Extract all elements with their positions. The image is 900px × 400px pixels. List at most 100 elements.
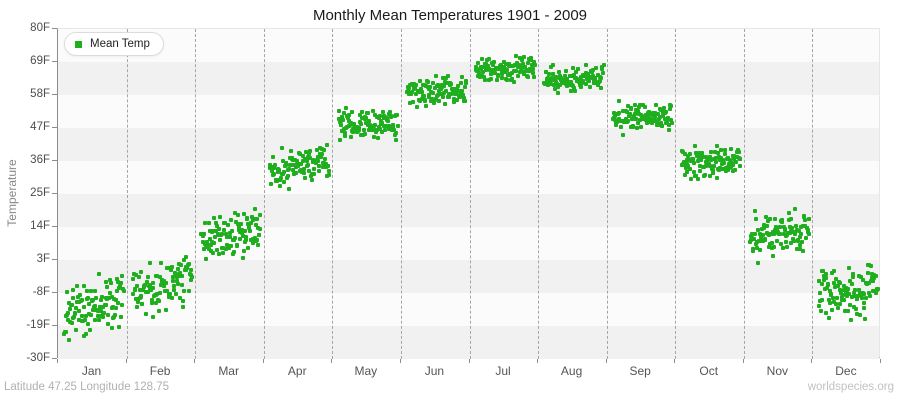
data-point [458,92,463,97]
data-point [766,245,771,249]
data-point [246,223,251,228]
data-point [816,279,821,283]
data-point [842,308,847,313]
data-point [858,292,863,297]
data-point [753,216,758,221]
data-point [242,229,247,233]
data-point [341,111,346,116]
data-point [362,128,366,133]
data-point [750,232,755,237]
data-point [799,232,804,237]
data-point [504,67,509,72]
data-point [189,268,194,273]
data-point [681,162,686,167]
data-point [115,301,120,306]
data-point [839,295,844,300]
data-point [841,297,846,302]
data-point [526,74,531,79]
data-point [845,286,850,291]
data-point [599,76,604,81]
data-point [439,87,444,92]
data-point [322,156,327,161]
data-point [560,81,565,86]
data-point [217,252,222,257]
data-point [636,112,641,117]
data-point [207,220,212,225]
data-point [101,315,106,320]
data-point [203,221,207,226]
plot-area [57,28,880,359]
data-point [819,298,824,302]
data-point [752,236,757,241]
data-point [757,247,762,252]
data-point [488,76,493,81]
data-point [718,148,723,152]
data-point [708,149,713,154]
data-point [873,291,878,296]
data-point [340,117,345,122]
data-point [649,113,654,118]
data-point [875,286,880,291]
data-point [771,244,776,249]
data-point [309,171,314,176]
data-point [93,288,98,293]
legend-marker-icon [75,40,82,48]
data-point [697,155,702,159]
data-point [765,219,770,224]
data-point [185,264,190,269]
data-point [131,272,136,276]
data-point [577,78,582,83]
data-point [664,110,669,115]
data-point [306,162,311,167]
data-point [414,92,419,96]
data-point [708,155,713,160]
data-point [870,288,875,293]
data-point [494,77,499,82]
data-point [717,154,721,159]
data-point [546,75,550,80]
data-point [258,226,263,231]
data-point [732,157,737,162]
data-point [223,246,228,251]
data-point [377,127,382,132]
data-point [69,321,74,326]
data-point [110,326,114,331]
data-point [233,235,238,240]
data-point [118,284,123,289]
data-point [172,288,177,293]
plot-band [58,29,879,62]
data-point [687,157,692,162]
data-point [300,158,305,163]
data-point [654,102,659,107]
data-point [795,247,799,252]
data-point [669,120,674,125]
data-point [788,240,793,245]
data-point [211,228,216,233]
data-point [778,232,783,236]
data-point [801,248,806,253]
data-point [709,157,714,162]
data-point [714,176,719,181]
x-tick-mark [880,359,881,363]
data-point [835,296,840,301]
x-axis-label-dec: Dec [835,364,857,378]
data-point [149,298,154,303]
y-tick-label: 25F [30,187,50,199]
data-point [789,217,794,221]
data-point [155,292,160,297]
data-point [831,268,836,273]
data-point [113,298,118,303]
data-point [181,299,186,303]
data-point [688,177,693,181]
data-point [839,297,844,302]
data-point [267,165,272,170]
data-point [765,223,770,228]
data-point [430,96,435,101]
data-point [653,114,658,119]
data-point [693,144,698,148]
legend[interactable]: Mean Temp [64,32,164,56]
data-point [358,122,363,127]
data-point [371,109,375,114]
data-point [188,272,193,277]
data-point [155,274,160,279]
